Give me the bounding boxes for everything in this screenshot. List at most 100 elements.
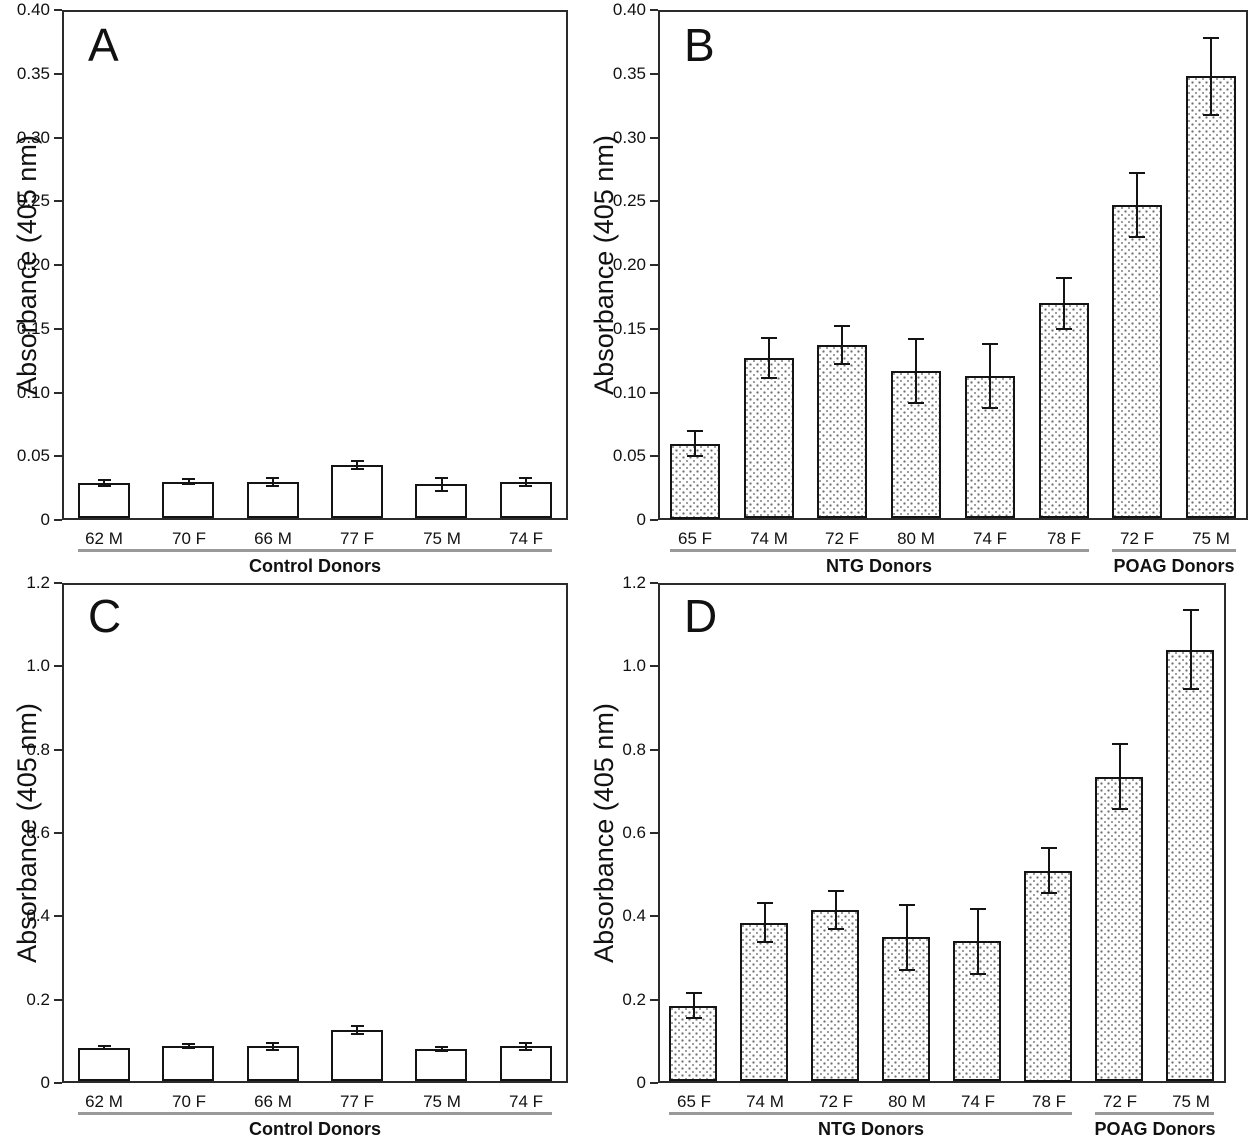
y-tick-label: 0.25 xyxy=(16,191,50,210)
y-tick-label: 0.30 xyxy=(612,128,646,147)
group-label: POAG Donors xyxy=(1094,1119,1216,1136)
error-bar xyxy=(989,344,991,408)
y-tick xyxy=(650,749,658,751)
error-bar-cap xyxy=(519,1049,532,1051)
y-tick-label: 0.4 xyxy=(622,906,646,925)
error-bar xyxy=(915,339,917,403)
bar xyxy=(811,910,859,1081)
x-category-label: 80 M xyxy=(897,529,935,548)
y-tick xyxy=(54,749,62,751)
y-tick-label: 0.05 xyxy=(16,446,50,465)
error-bar-cap xyxy=(899,904,915,906)
y-tick xyxy=(650,915,658,917)
x-category-label: 66 M xyxy=(254,1092,292,1111)
error-bar xyxy=(764,903,766,942)
x-category-label: 66 M xyxy=(254,529,292,548)
error-bar xyxy=(768,338,770,379)
x-category-label: 62 M xyxy=(85,529,123,548)
group-underline xyxy=(78,549,552,552)
error-bar xyxy=(356,1026,358,1034)
group-label: NTG Donors xyxy=(818,1119,924,1136)
y-tick-label: 0.20 xyxy=(612,255,646,274)
x-category-label: 72 F xyxy=(1102,1092,1138,1111)
error-bar-cap xyxy=(435,1050,448,1052)
bar xyxy=(1112,205,1162,518)
x-category-label: 72 F xyxy=(818,1092,854,1111)
y-tick-label: 0.15 xyxy=(612,319,646,338)
panel-letter-d: D xyxy=(684,590,718,642)
y-tick xyxy=(54,832,62,834)
error-bar-cap xyxy=(98,479,111,481)
y-tick xyxy=(650,264,658,266)
bar xyxy=(247,482,299,518)
error-bar xyxy=(441,1047,443,1051)
x-category-label: 74 M xyxy=(750,529,788,548)
error-bar-cap xyxy=(1041,847,1057,849)
bar xyxy=(331,465,383,518)
error-bar-cap xyxy=(98,1045,111,1047)
y-tick-label: 0.35 xyxy=(612,64,646,83)
x-category-label: 77 F xyxy=(339,1092,375,1111)
bar xyxy=(500,482,552,518)
y-tick xyxy=(54,1082,62,1084)
bar xyxy=(740,923,788,1081)
bar xyxy=(1095,777,1143,1081)
error-bar-cap xyxy=(982,407,998,409)
error-bar xyxy=(1190,610,1192,689)
y-tick-label: 0 xyxy=(40,510,50,529)
y-tick-label: 0 xyxy=(636,1073,646,1092)
error-bar-cap xyxy=(182,483,195,485)
error-bar-cap xyxy=(687,430,703,432)
y-tick xyxy=(54,665,62,667)
y-tick-label: 0.25 xyxy=(612,191,646,210)
error-bar-cap xyxy=(828,890,844,892)
group-underline xyxy=(78,1112,552,1115)
y-tick xyxy=(54,137,62,139)
x-category-label: 70 F xyxy=(171,1092,207,1111)
group-underline xyxy=(1112,549,1236,552)
error-bar xyxy=(1063,278,1065,329)
error-bar xyxy=(103,1046,105,1049)
error-bar-cap xyxy=(351,1025,364,1027)
x-category-label: 78 F xyxy=(1031,1092,1067,1111)
error-bar-cap xyxy=(761,377,777,379)
error-bar-cap xyxy=(970,908,986,910)
x-category-label: 74 M xyxy=(746,1092,784,1111)
panel-letter-c: C xyxy=(88,590,122,642)
bar xyxy=(247,1046,299,1081)
y-tick xyxy=(54,73,62,75)
error-bar-cap xyxy=(266,477,279,479)
group-underline xyxy=(1095,1112,1214,1115)
bar xyxy=(415,1049,467,1081)
group-label: NTG Donors xyxy=(826,556,932,576)
group-label: POAG Donors xyxy=(1113,556,1235,576)
y-tick xyxy=(650,455,658,457)
group-underline xyxy=(669,1112,1072,1115)
error-bar-cap xyxy=(182,478,195,480)
error-bar xyxy=(841,326,843,364)
error-bar-cap xyxy=(1183,688,1199,690)
error-bar-cap xyxy=(899,969,915,971)
error-bar xyxy=(1136,173,1138,237)
y-tick xyxy=(54,200,62,202)
error-bar-cap xyxy=(687,455,703,457)
bar xyxy=(500,1046,552,1081)
y-tick xyxy=(650,519,658,521)
y-tick-label: 0.15 xyxy=(16,319,50,338)
x-category-label: 74 F xyxy=(508,529,544,548)
x-category-label: 78 F xyxy=(1046,529,1082,548)
y-tick xyxy=(650,999,658,1001)
x-category-label: 74 F xyxy=(972,529,1008,548)
y-tick-label: 0.2 xyxy=(26,990,50,1009)
y-tick xyxy=(54,455,62,457)
error-bar-cap xyxy=(1112,743,1128,745)
x-category-label: 72 F xyxy=(1119,529,1155,548)
y-tick-label: 0.40 xyxy=(612,0,646,19)
error-bar xyxy=(906,905,908,970)
error-bar-cap xyxy=(982,343,998,345)
error-bar xyxy=(977,909,979,974)
x-category-label: 77 F xyxy=(339,529,375,548)
error-bar-cap xyxy=(1203,114,1219,116)
error-bar xyxy=(1048,848,1050,894)
